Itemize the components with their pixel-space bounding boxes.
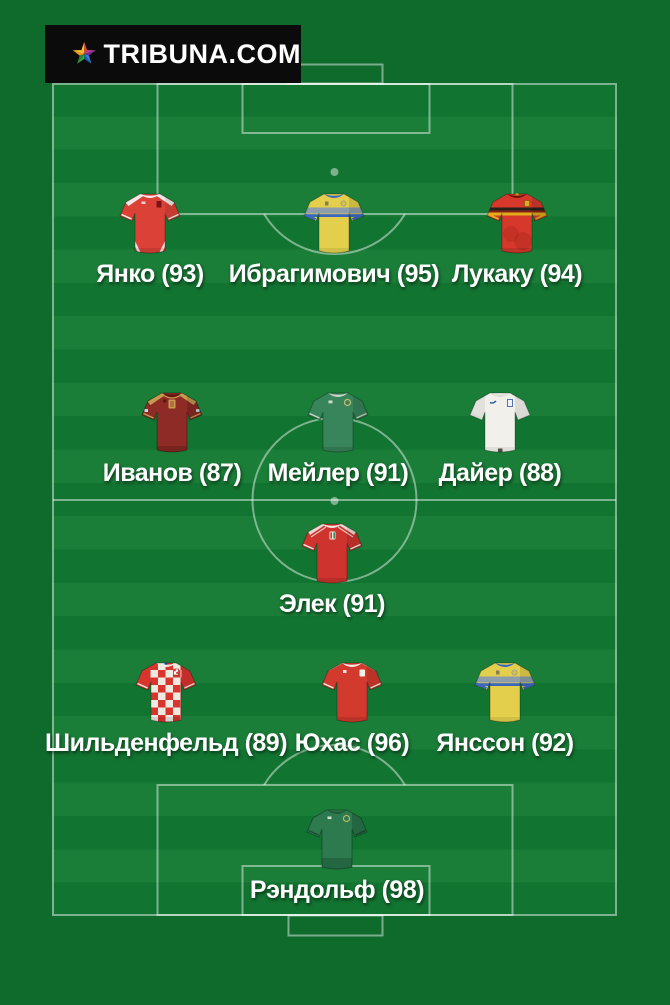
player-label: Элек (91) bbox=[278, 590, 386, 618]
player-label: Иванов (87) bbox=[102, 459, 242, 487]
jersey-russia-icon bbox=[141, 392, 203, 453]
player-schildenfeld[interactable]: Шильденфельд (89) bbox=[45, 655, 288, 759]
jersey-ireland-icon bbox=[307, 392, 369, 453]
logo-text: TRIBUNA.COM bbox=[103, 38, 301, 69]
jersey-sweden-icon bbox=[303, 193, 365, 254]
jersey-austria-icon bbox=[119, 193, 181, 254]
tribuna-logo[interactable]: TRIBUNA.COM bbox=[45, 25, 301, 83]
goal-bottom bbox=[287, 914, 384, 937]
player-label: Шильденфельд (89) bbox=[44, 729, 288, 757]
player-label: Лукаку (94) bbox=[451, 260, 583, 288]
player-label: Рэндольф (98) bbox=[249, 876, 425, 904]
player-label: Юхас (96) bbox=[294, 729, 410, 757]
jersey-hungary-icon bbox=[301, 523, 363, 584]
goal-top bbox=[287, 63, 384, 85]
player-label: Ибрагимович (95) bbox=[228, 260, 440, 288]
player-yanko[interactable]: Янко (93) bbox=[96, 186, 204, 290]
player-randolph[interactable]: Рэндольф (98) bbox=[250, 802, 425, 906]
jersey-belgium-icon bbox=[486, 193, 548, 254]
player-label: Янссон (92) bbox=[436, 729, 574, 757]
jersey-croatia-icon bbox=[135, 662, 197, 723]
player-lukaku[interactable]: Лукаку (94) bbox=[452, 186, 583, 290]
player-ibragimovich[interactable]: Ибрагимович (95) bbox=[229, 186, 440, 290]
player-label: Янко (93) bbox=[96, 260, 204, 288]
player-dier[interactable]: Дайер (88) bbox=[439, 385, 562, 489]
jersey-ireland-gk-icon bbox=[306, 809, 368, 870]
player-label: Мейлер (91) bbox=[267, 459, 409, 487]
player-label: Дайер (88) bbox=[438, 459, 562, 487]
jersey-england-icon bbox=[469, 392, 531, 453]
player-meyler[interactable]: Мейлер (91) bbox=[268, 385, 409, 489]
player-jansson[interactable]: Янссон (92) bbox=[436, 655, 574, 759]
jersey-hungary-alt-icon bbox=[321, 662, 383, 723]
jersey-sweden-icon bbox=[474, 662, 536, 723]
player-ivanov[interactable]: Иванов (87) bbox=[103, 385, 242, 489]
player-elek[interactable]: Элек (91) bbox=[279, 516, 386, 620]
tribuna-star-icon bbox=[72, 41, 96, 64]
player-juhasz[interactable]: Юхас (96) bbox=[295, 655, 410, 759]
